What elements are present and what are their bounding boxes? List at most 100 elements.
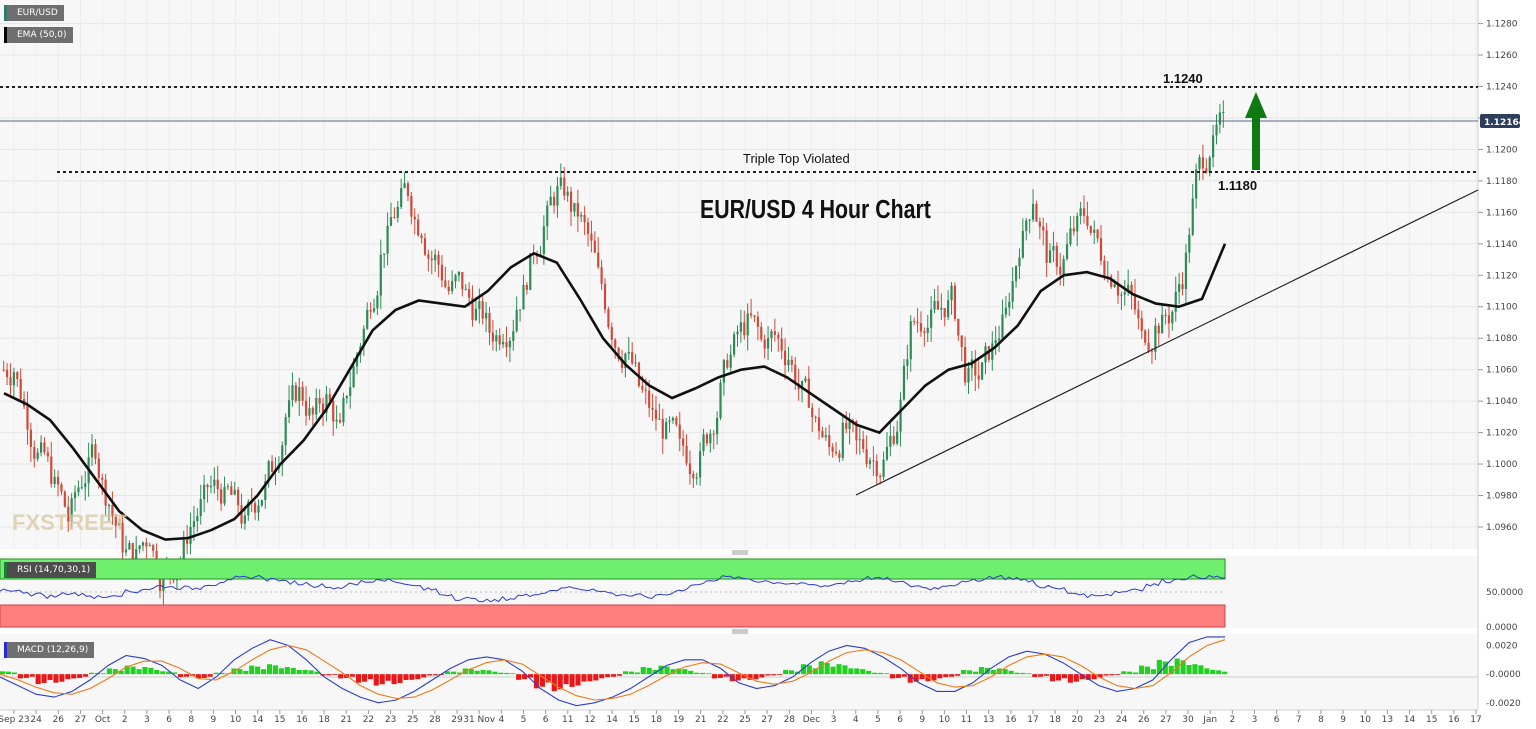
- candle-body: [501, 341, 505, 345]
- macd-histogram-bar: [711, 674, 718, 679]
- macd-histogram-bar: [106, 668, 112, 675]
- legend-rsi[interactable]: RSI (14,70,30,1): [4, 562, 97, 578]
- macd-histogram-bar: [806, 665, 812, 675]
- candle-body: [722, 360, 726, 383]
- candle-body: [692, 474, 695, 479]
- candle-body: [403, 183, 406, 189]
- macd-histogram-bar: [1198, 665, 1204, 675]
- candle-body: [427, 254, 430, 259]
- macd-histogram-bar: [88, 672, 95, 675]
- macd-histogram-bar: [1014, 672, 1020, 675]
- macd-histogram-bar: [415, 674, 421, 680]
- macd-histogram-bar: [510, 673, 516, 675]
- macd-histogram-bar: [581, 674, 587, 682]
- macd-histogram-bar: [261, 669, 267, 675]
- macd-histogram-bar: [1038, 674, 1044, 677]
- time-tick-label: 23: [1094, 715, 1105, 725]
- candle-body: [1140, 318, 1143, 331]
- macd-histogram-bar: [498, 672, 504, 675]
- rsi-line: [0, 574, 1226, 603]
- macd-histogram-bar: [11, 672, 17, 675]
- time-tick-label: Sep 23: [0, 715, 30, 725]
- candle-body: [610, 327, 613, 340]
- macd-histogram-bar: [456, 672, 462, 675]
- candle-body: [1038, 221, 1041, 227]
- time-tick-label: 2: [122, 715, 128, 725]
- candle-body: [294, 385, 297, 401]
- panel-splitter-1[interactable]: [732, 550, 748, 555]
- macd-histogram-bar: [326, 674, 332, 676]
- macd-histogram-bar: [634, 672, 640, 675]
- candle-body: [583, 214, 586, 223]
- candle-body: [396, 206, 399, 218]
- candle-body: [63, 491, 66, 507]
- candle-body: [19, 378, 22, 400]
- legend-ema[interactable]: EMA (50,0): [4, 27, 73, 43]
- candle-body: [1079, 208, 1082, 216]
- candle-body: [1089, 225, 1092, 233]
- time-tick-label: 23: [385, 715, 396, 725]
- candle-body: [29, 429, 32, 447]
- candle-body: [1069, 228, 1072, 245]
- candle-body: [821, 431, 824, 438]
- macd-histogram-bar: [872, 672, 878, 675]
- macd-histogram-bar: [379, 674, 385, 685]
- candle-body: [1062, 258, 1065, 275]
- time-tick-label: 6: [897, 715, 903, 725]
- time-tick-label: 14: [252, 715, 264, 725]
- candle-body: [882, 459, 885, 478]
- macd-histogram-bar: [47, 674, 53, 680]
- macd-histogram-bar: [658, 665, 664, 675]
- candle-body: [437, 254, 440, 265]
- macd-histogram-bar: [249, 665, 255, 675]
- time-tick-label: 15: [1426, 715, 1437, 725]
- macd-histogram-bar: [1210, 669, 1216, 675]
- price-tick-label: 1.1280: [1486, 20, 1518, 30]
- macd-histogram-bar: [486, 670, 492, 675]
- candle-body: [1072, 228, 1075, 232]
- candle-body: [216, 479, 219, 490]
- macd-histogram-bar: [201, 674, 207, 678]
- time-tick-label: 8: [188, 715, 194, 725]
- panel-splitter-2[interactable]: [732, 629, 748, 634]
- legend-symbol[interactable]: EUR/USD: [4, 5, 64, 21]
- price-tick-label: 1.1180: [1486, 177, 1518, 187]
- candle-body: [552, 196, 556, 206]
- candle-body: [824, 435, 827, 438]
- candle-body: [1055, 246, 1058, 267]
- macd-histogram-bar: [427, 674, 433, 676]
- candle-body: [947, 300, 950, 318]
- candle-body: [260, 500, 263, 506]
- candle-body: [658, 418, 661, 420]
- candle-body: [889, 435, 892, 447]
- candle-body: [196, 516, 199, 522]
- candle-body: [780, 338, 783, 351]
- green-up-arrow: [1245, 92, 1267, 170]
- macd-histogram-bar: [361, 674, 368, 682]
- candle-body: [896, 431, 899, 444]
- macd-histogram-bar: [1002, 669, 1008, 675]
- macd-histogram-bar: [1091, 674, 1097, 680]
- macd-histogram-bar: [255, 666, 261, 675]
- candle-body: [726, 360, 729, 368]
- candle-body: [12, 372, 15, 386]
- candle-body: [512, 331, 515, 341]
- macd-histogram-bar: [421, 674, 427, 678]
- candle-body: [39, 442, 43, 453]
- macd-histogram-bar: [0, 671, 6, 675]
- candle-body: [1082, 208, 1086, 216]
- candle-body: [474, 308, 478, 320]
- macd-histogram-bar: [877, 672, 884, 675]
- macd-histogram-bar: [17, 674, 23, 679]
- rsi-tick-label: 0.0000: [1486, 623, 1518, 633]
- candle-body: [559, 177, 562, 187]
- candle-body: [899, 399, 902, 432]
- macd-histogram-bar: [895, 674, 901, 678]
- macd-histogram-bar: [154, 670, 160, 675]
- legend-macd[interactable]: MACD (12,26,9): [4, 642, 95, 658]
- macd-histogram-bar: [830, 666, 836, 675]
- candle-body: [967, 367, 970, 383]
- candle-body: [525, 285, 528, 290]
- candle-body: [114, 515, 117, 526]
- candle-body: [434, 254, 437, 261]
